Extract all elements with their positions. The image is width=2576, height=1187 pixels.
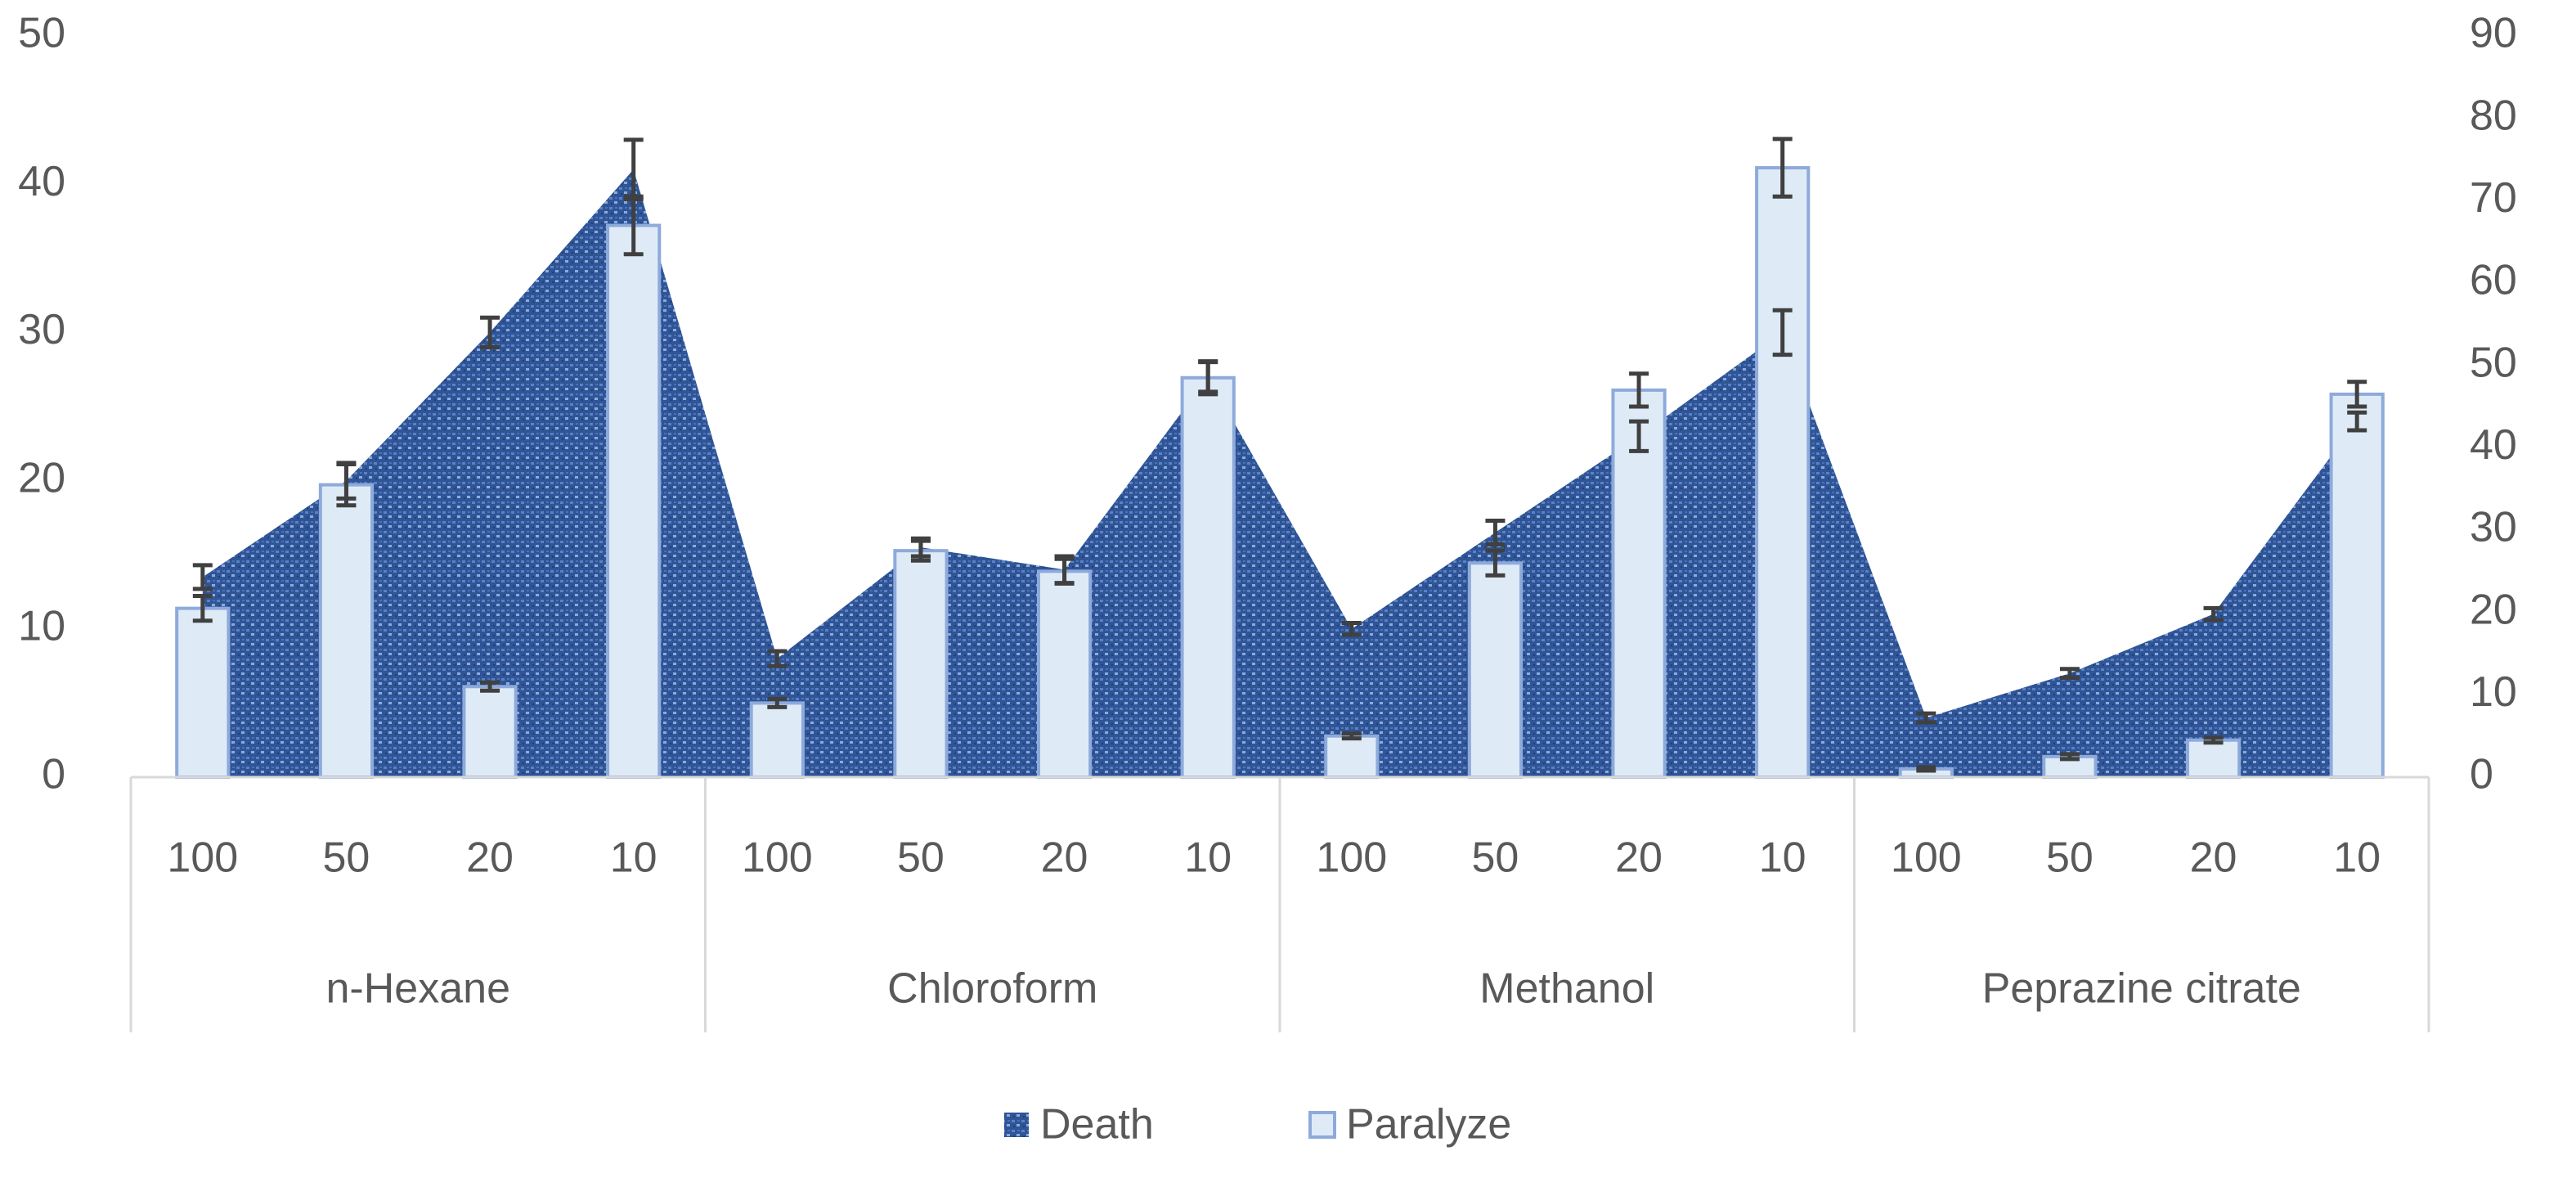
bar [462, 685, 518, 779]
error-bar [2203, 605, 2224, 623]
bar [2329, 392, 2385, 779]
error-bar [1485, 519, 1506, 547]
error-bar [1629, 419, 1649, 453]
group-label: Methanol [1479, 965, 1654, 1013]
x-tick-label: 100 [1316, 834, 1387, 882]
x-tick-label: 50 [897, 834, 945, 882]
group-label: n-Hexane [326, 965, 510, 1013]
bar [1755, 166, 1811, 780]
y-tick-label: 0 [42, 751, 65, 798]
y2-tick-label: 60 [2470, 257, 2517, 304]
error-bar [2203, 735, 2224, 745]
error-bar [336, 461, 357, 508]
bar [749, 701, 805, 780]
bar [1180, 375, 1236, 779]
error-bar [480, 680, 500, 693]
error-bar [2059, 667, 2080, 681]
y2-tick-label: 30 [2470, 504, 2517, 551]
legend-swatch [1004, 1113, 1029, 1137]
error-bar [192, 594, 213, 623]
bar [175, 606, 231, 780]
bar [1467, 561, 1524, 779]
x-tick-label: 10 [1759, 834, 1806, 882]
y2-tick-label: 10 [2470, 668, 2517, 716]
group-label: Chloroform [887, 965, 1097, 1013]
legend-swatch [1308, 1111, 1336, 1139]
y2-tick-label: 70 [2470, 174, 2517, 222]
error-bar [480, 315, 500, 350]
bar [318, 483, 375, 780]
error-bar [1485, 548, 1506, 578]
legend-label: Death [1040, 1101, 1154, 1149]
y2-tick-label: 80 [2470, 92, 2517, 139]
x-tick-label: 10 [2333, 834, 2381, 882]
error-bar [767, 649, 788, 668]
x-tick-label: 10 [1184, 834, 1232, 882]
x-tick-label: 50 [2046, 834, 2094, 882]
y-tick-label: 40 [18, 158, 65, 205]
y-tick-label: 50 [18, 10, 65, 57]
error-bar [1916, 711, 1936, 725]
error-bar [1772, 308, 1793, 357]
y-tick-label: 20 [18, 454, 65, 501]
error-bar [1054, 556, 1075, 586]
x-tick-label: 20 [466, 834, 514, 882]
y2-tick-label: 90 [2470, 10, 2517, 57]
x-tick-label: 50 [1472, 834, 1519, 882]
y2-tick-label: 0 [2470, 751, 2493, 798]
bar [1611, 388, 1667, 779]
error-bar [192, 563, 213, 591]
error-bar [2347, 410, 2367, 433]
error-bar [1772, 137, 1793, 199]
x-tick-label: 50 [323, 834, 370, 882]
x-tick-label: 100 [742, 834, 813, 882]
error-bar [910, 538, 931, 563]
bar [1324, 734, 1380, 780]
error-bar [1629, 371, 1649, 409]
error-bar [1341, 731, 1362, 741]
error-bar [2059, 752, 2080, 762]
bar [1036, 569, 1093, 779]
y-tick-label: 10 [18, 603, 65, 650]
group-label: Peprazine citrate [1982, 965, 2301, 1013]
error-bar [767, 696, 788, 709]
bar [606, 223, 662, 779]
error-bar [2347, 380, 2367, 409]
x-tick-label: 100 [167, 834, 238, 882]
y-tick-label: 30 [18, 306, 65, 353]
error-bar [1916, 765, 1936, 773]
area [202, 169, 2358, 777]
error-bar [1198, 359, 1218, 397]
legend-label: Paralyze [1346, 1101, 1511, 1149]
bar [2185, 738, 2242, 780]
x-tick-label: 100 [1891, 834, 1962, 882]
bar [893, 549, 949, 780]
y2-tick-label: 40 [2470, 421, 2517, 469]
x-tick-label: 10 [610, 834, 657, 882]
x-tick-label: 20 [2190, 834, 2237, 882]
error-bar [1341, 621, 1362, 637]
x-tick-label: 20 [1041, 834, 1088, 882]
y2-tick-label: 50 [2470, 339, 2517, 386]
error-bar [623, 194, 644, 257]
x-tick-label: 20 [1615, 834, 1663, 882]
y2-tick-label: 20 [2470, 586, 2517, 633]
